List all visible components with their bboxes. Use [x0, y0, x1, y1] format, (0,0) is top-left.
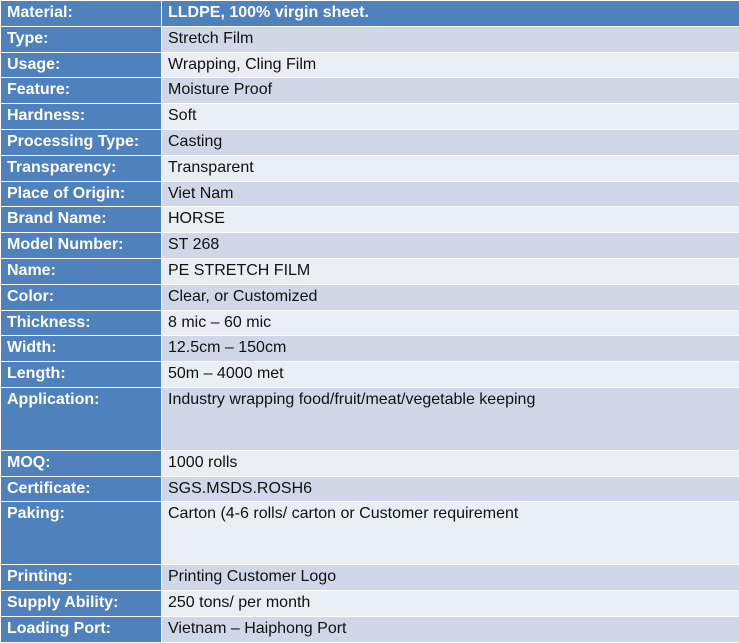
- spec-row: Loading Port:Vietnam – Haiphong Port: [1, 616, 739, 642]
- spec-label: Thickness:: [1, 310, 162, 336]
- spec-label: Width:: [1, 336, 162, 362]
- spec-row: Color:Clear, or Customized: [1, 284, 739, 310]
- spec-label: Brand Name:: [1, 207, 162, 233]
- spec-value: 12.5cm – 150cm: [162, 336, 739, 362]
- spec-row: Processing Type:Casting: [1, 129, 739, 155]
- spec-row: Application:Industry wrapping food/fruit…: [1, 387, 739, 450]
- spec-label: Transparency:: [1, 155, 162, 181]
- spec-value: Transparent: [162, 155, 739, 181]
- spec-row: Feature:Moisture Proof: [1, 78, 739, 104]
- spec-row: Place of Origin:Viet Nam: [1, 181, 739, 207]
- spec-label: Name:: [1, 258, 162, 284]
- spec-row: Printing:Printing Customer Logo: [1, 565, 739, 591]
- spec-label: Place of Origin:: [1, 181, 162, 207]
- spec-row: Brand Name:HORSE: [1, 207, 739, 233]
- spec-label: Application:: [1, 387, 162, 450]
- spec-value: Vietnam – Haiphong Port: [162, 616, 739, 642]
- spec-row: Type:Stretch Film: [1, 26, 739, 52]
- spec-row: Usage:Wrapping, Cling Film: [1, 52, 739, 78]
- spec-value: Soft: [162, 104, 739, 130]
- spec-value: 50m – 4000 met: [162, 362, 739, 388]
- spec-row: Name:PE STRETCH FILM: [1, 258, 739, 284]
- spec-row: Supply Ability:250 tons/ per month: [1, 590, 739, 616]
- spec-row: Material:LLDPE, 100% virgin sheet.: [1, 1, 739, 27]
- spec-label: Material:: [1, 1, 162, 27]
- spec-value: Carton (4-6 rolls/ carton or Customer re…: [162, 502, 739, 565]
- spec-label: Length:: [1, 362, 162, 388]
- spec-label: Printing:: [1, 565, 162, 591]
- spec-row: Transparency:Transparent: [1, 155, 739, 181]
- spec-label: Certificate:: [1, 476, 162, 502]
- spec-label: Processing Type:: [1, 129, 162, 155]
- spec-label: Usage:: [1, 52, 162, 78]
- spec-value: 1000 rolls: [162, 450, 739, 476]
- spec-label: Feature:: [1, 78, 162, 104]
- spec-value: HORSE: [162, 207, 739, 233]
- spec-value: Wrapping, Cling Film: [162, 52, 739, 78]
- spec-row: Length:50m – 4000 met: [1, 362, 739, 388]
- spec-value: Stretch Film: [162, 26, 739, 52]
- spec-label: Loading Port:: [1, 616, 162, 642]
- spec-row: Paking:Carton (4-6 rolls/ carton or Cust…: [1, 502, 739, 565]
- spec-row: Thickness:8 mic – 60 mic: [1, 310, 739, 336]
- spec-label: Type:: [1, 26, 162, 52]
- spec-row: Hardness:Soft: [1, 104, 739, 130]
- spec-value: PE STRETCH FILM: [162, 258, 739, 284]
- spec-value: LLDPE, 100% virgin sheet.: [162, 1, 739, 27]
- spec-value: Printing Customer Logo: [162, 565, 739, 591]
- spec-value: Moisture Proof: [162, 78, 739, 104]
- spec-label: Color:: [1, 284, 162, 310]
- spec-value: 250 tons/ per month: [162, 590, 739, 616]
- spec-row: Width:12.5cm – 150cm: [1, 336, 739, 362]
- spec-value: ST 268: [162, 233, 739, 259]
- spec-row: Certificate:SGS.MSDS.ROSH6: [1, 476, 739, 502]
- spec-row: Model Number:ST 268: [1, 233, 739, 259]
- spec-value: Clear, or Customized: [162, 284, 739, 310]
- spec-label: MOQ:: [1, 450, 162, 476]
- spec-value: 8 mic – 60 mic: [162, 310, 739, 336]
- spec-label: Hardness:: [1, 104, 162, 130]
- spec-value: Industry wrapping food/fruit/meat/vegeta…: [162, 387, 739, 450]
- spec-row: MOQ:1000 rolls: [1, 450, 739, 476]
- spec-value: SGS.MSDS.ROSH6: [162, 476, 739, 502]
- spec-label: Paking:: [1, 502, 162, 565]
- spec-label: Supply Ability:: [1, 590, 162, 616]
- spec-label: Model Number:: [1, 233, 162, 259]
- spec-value: Casting: [162, 129, 739, 155]
- spec-value: Viet Nam: [162, 181, 739, 207]
